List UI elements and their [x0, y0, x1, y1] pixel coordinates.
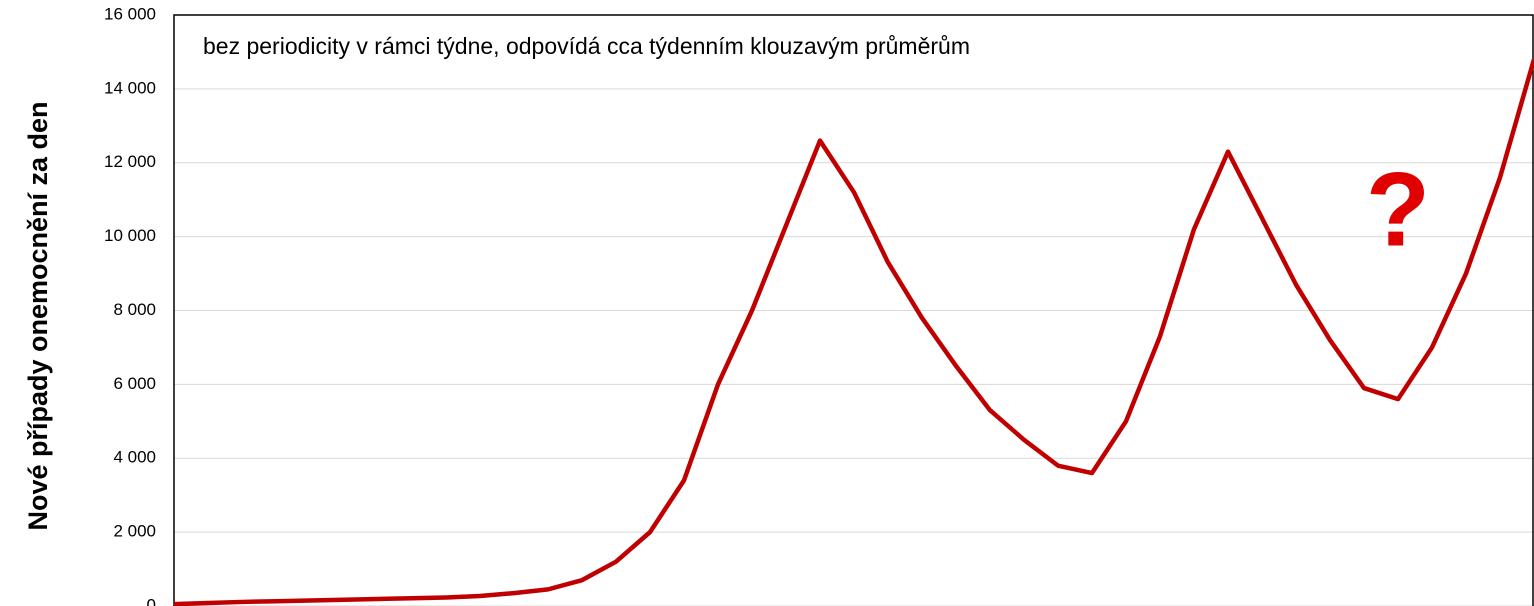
y-tick-label: 2 000 — [113, 522, 156, 541]
y-tick-label: 6 000 — [113, 374, 156, 393]
annotation: bez periodicity v rámci týdne, odpovídá … — [203, 33, 970, 59]
plot-frame — [173, 14, 1534, 606]
y-tick-label: 16 000 — [104, 4, 156, 23]
y-tick-label: 10 000 — [104, 226, 156, 245]
line — [173, 58, 1534, 606]
annotation-mark: ? — [1366, 152, 1430, 269]
y-tick-label: 0 — [147, 595, 156, 606]
y-tick-label: 14 000 — [104, 78, 156, 97]
y-tick-label: 12 000 — [104, 152, 156, 171]
y-axis-title: Nové případy onemocnění za den — [23, 101, 53, 530]
y-tick-label: 4 000 — [113, 448, 156, 467]
y-tick-label: 8 000 — [113, 300, 156, 319]
